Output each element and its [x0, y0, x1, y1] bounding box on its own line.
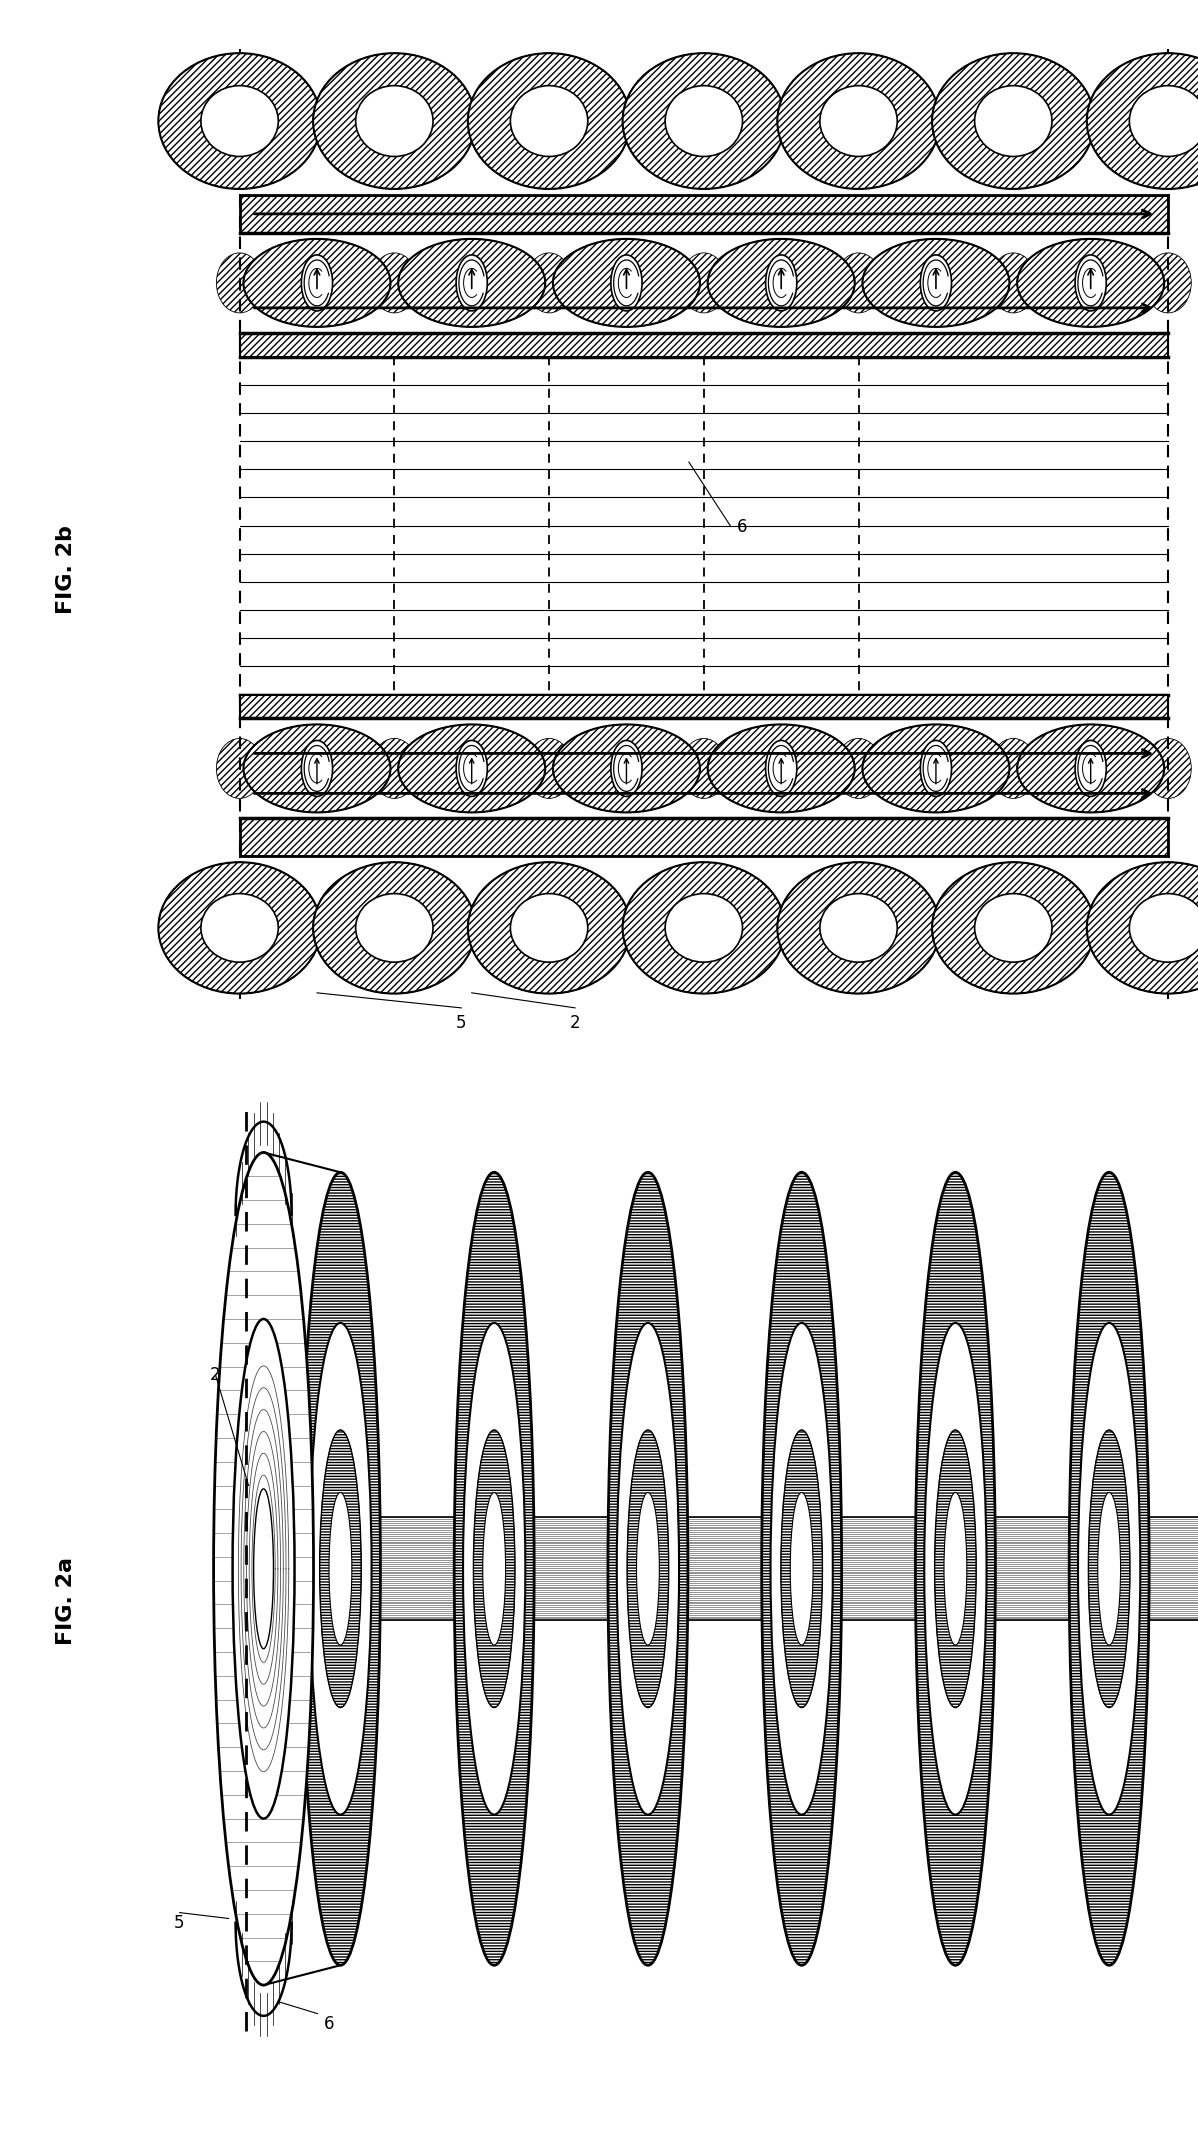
Circle shape	[302, 741, 333, 797]
Ellipse shape	[243, 239, 391, 327]
Ellipse shape	[398, 724, 545, 812]
Ellipse shape	[944, 1491, 967, 1646]
Circle shape	[611, 741, 642, 797]
Ellipse shape	[762, 1173, 842, 1964]
Ellipse shape	[329, 1491, 352, 1646]
Ellipse shape	[464, 1324, 525, 1814]
Circle shape	[611, 256, 642, 312]
Ellipse shape	[213, 1152, 314, 1986]
Polygon shape	[240, 232, 1168, 333]
Ellipse shape	[628, 1429, 668, 1708]
Ellipse shape	[201, 894, 278, 963]
Ellipse shape	[1078, 1324, 1140, 1814]
Ellipse shape	[1017, 239, 1164, 327]
Ellipse shape	[483, 1491, 506, 1646]
Circle shape	[920, 741, 951, 797]
Text: 5: 5	[174, 1915, 184, 1932]
Text: 5: 5	[456, 1014, 466, 1032]
Ellipse shape	[932, 54, 1095, 189]
Ellipse shape	[975, 86, 1052, 157]
Ellipse shape	[158, 862, 321, 993]
Polygon shape	[240, 333, 1168, 357]
Ellipse shape	[623, 54, 785, 189]
Circle shape	[1075, 256, 1106, 312]
Text: FIG. 2a: FIG. 2a	[56, 1558, 75, 1644]
Ellipse shape	[510, 86, 588, 157]
Ellipse shape	[617, 1324, 679, 1814]
Ellipse shape	[473, 1429, 515, 1708]
Ellipse shape	[1089, 1429, 1130, 1708]
Polygon shape	[240, 819, 1168, 857]
Ellipse shape	[665, 86, 743, 157]
Ellipse shape	[454, 1173, 534, 1964]
Polygon shape	[240, 47, 1168, 196]
Ellipse shape	[1017, 724, 1164, 812]
Circle shape	[1075, 741, 1106, 797]
Ellipse shape	[636, 1491, 659, 1646]
Ellipse shape	[708, 239, 854, 327]
Polygon shape	[240, 357, 1168, 694]
Text: 2: 2	[570, 1014, 580, 1032]
Ellipse shape	[254, 1489, 273, 1648]
Text: 6: 6	[323, 2016, 334, 2033]
Ellipse shape	[791, 1491, 813, 1646]
Ellipse shape	[925, 1324, 986, 1814]
Ellipse shape	[320, 1429, 361, 1708]
Ellipse shape	[553, 724, 700, 812]
Text: 2: 2	[210, 1367, 220, 1384]
Ellipse shape	[201, 86, 278, 157]
Ellipse shape	[313, 54, 476, 189]
Ellipse shape	[1097, 1491, 1120, 1646]
Ellipse shape	[301, 1173, 381, 1964]
Ellipse shape	[665, 894, 743, 963]
Ellipse shape	[243, 724, 391, 812]
Ellipse shape	[1130, 894, 1198, 963]
Circle shape	[766, 256, 797, 312]
Ellipse shape	[863, 724, 1010, 812]
Ellipse shape	[1069, 1173, 1149, 1964]
Ellipse shape	[770, 1324, 833, 1814]
Ellipse shape	[468, 862, 630, 993]
Ellipse shape	[819, 86, 897, 157]
Ellipse shape	[356, 894, 432, 963]
Circle shape	[456, 256, 488, 312]
Ellipse shape	[313, 862, 476, 993]
Text: 6: 6	[737, 518, 748, 535]
Circle shape	[456, 741, 488, 797]
Polygon shape	[240, 196, 1168, 232]
Ellipse shape	[915, 1173, 996, 1964]
Circle shape	[920, 256, 951, 312]
Ellipse shape	[863, 239, 1010, 327]
Ellipse shape	[819, 894, 897, 963]
Ellipse shape	[309, 1324, 371, 1814]
Ellipse shape	[975, 894, 1052, 963]
Ellipse shape	[1130, 86, 1198, 157]
Polygon shape	[240, 857, 1168, 999]
Ellipse shape	[932, 862, 1095, 993]
Ellipse shape	[553, 239, 700, 327]
Ellipse shape	[708, 724, 854, 812]
Circle shape	[302, 256, 333, 312]
Text: FIG. 2b: FIG. 2b	[56, 524, 75, 615]
Ellipse shape	[1087, 54, 1198, 189]
Ellipse shape	[158, 54, 321, 189]
Ellipse shape	[781, 1429, 822, 1708]
Polygon shape	[240, 718, 1168, 819]
Ellipse shape	[468, 54, 630, 189]
Ellipse shape	[607, 1173, 688, 1964]
Ellipse shape	[510, 894, 588, 963]
Circle shape	[766, 741, 797, 797]
Ellipse shape	[356, 86, 432, 157]
Ellipse shape	[778, 862, 939, 993]
Ellipse shape	[398, 239, 545, 327]
Ellipse shape	[934, 1429, 976, 1708]
Ellipse shape	[1087, 862, 1198, 993]
Ellipse shape	[623, 862, 785, 993]
Polygon shape	[240, 694, 1168, 718]
Ellipse shape	[232, 1319, 295, 1818]
Ellipse shape	[778, 54, 939, 189]
